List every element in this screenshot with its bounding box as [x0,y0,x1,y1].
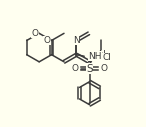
Text: N: N [98,50,105,59]
Text: S: S [86,64,93,74]
Text: O: O [72,64,79,73]
Text: O: O [31,29,38,38]
Text: O: O [44,36,51,45]
Text: N: N [73,36,80,45]
Text: Cl: Cl [102,53,111,62]
Text: O: O [100,64,107,73]
Text: NH: NH [88,52,102,61]
